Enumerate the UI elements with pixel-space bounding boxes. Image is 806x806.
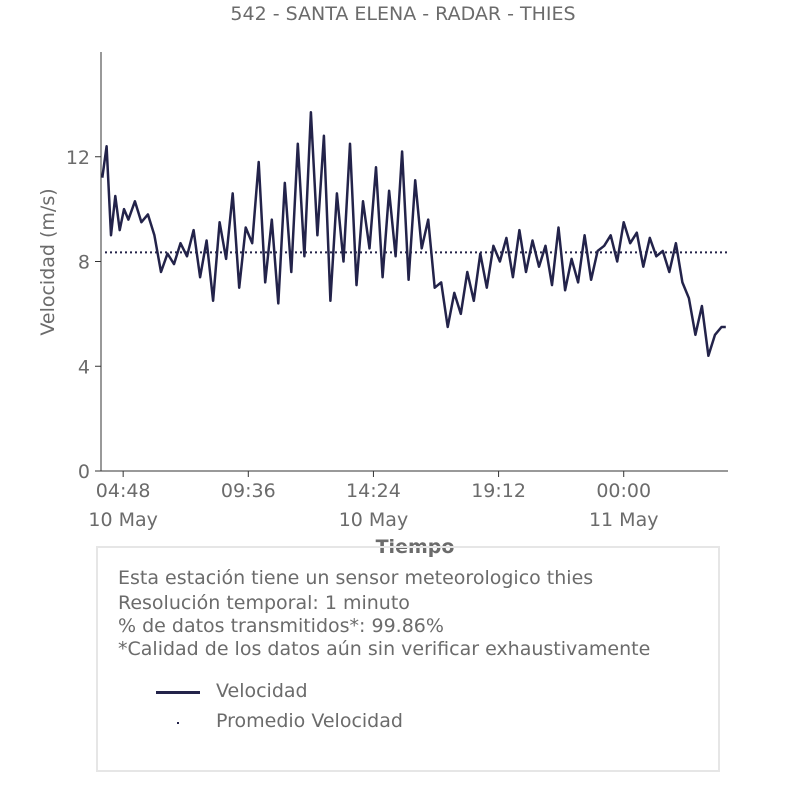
y-tick-label: 12 xyxy=(66,147,90,169)
x-tick-time-label: 19:12 xyxy=(471,480,526,502)
x-tick-time-label: 00:00 xyxy=(596,480,651,502)
chart-title: 542 - SANTA ELENA - RADAR - THIES xyxy=(230,3,576,25)
info-legend-box: Esta estación tiene un sensor meteorolog… xyxy=(96,546,720,772)
legend-swatch-velocidad xyxy=(156,691,200,694)
line-chart: 0 4 8 12 04:48 10 May 09:36 14:24 10 May 19:12 00:… xyxy=(37,52,728,558)
x-tick-time-label: 09:36 xyxy=(221,480,276,502)
x-tick-date-label: 10 May xyxy=(339,509,409,531)
y-tick-label: 0 xyxy=(78,461,90,483)
info-quality-text: *Calidad de los datos aún sin verificar … xyxy=(118,638,651,660)
y-axis-label: Velocidad (m/s) xyxy=(37,188,59,335)
legend-label-velocidad: Velocidad xyxy=(216,680,308,702)
legend-swatch-promedio xyxy=(177,722,179,724)
info-sensor-text: Esta estación tiene un sensor meteorolog… xyxy=(118,567,594,589)
x-tick-date-label: 10 May xyxy=(88,509,158,531)
x-tick-date-label: 11 May xyxy=(589,509,659,531)
info-transmitted-text: % de datos transmitidos*: 99.86% xyxy=(118,615,444,637)
x-tick-time-label: 04:48 xyxy=(96,480,151,502)
series-velocidad-line xyxy=(101,110,726,358)
info-resolution-text: Resolución temporal: 1 minuto xyxy=(118,592,410,614)
plot-area xyxy=(101,110,728,358)
legend-label-promedio: Promedio Velocidad xyxy=(216,710,403,732)
x-tick-time-label: 14:24 xyxy=(346,480,401,502)
axes: 0 4 8 12 04:48 10 May 09:36 14:24 10 May 19:12 00:… xyxy=(66,52,728,531)
y-tick-label: 4 xyxy=(78,356,90,378)
y-tick-label: 8 xyxy=(78,252,90,274)
